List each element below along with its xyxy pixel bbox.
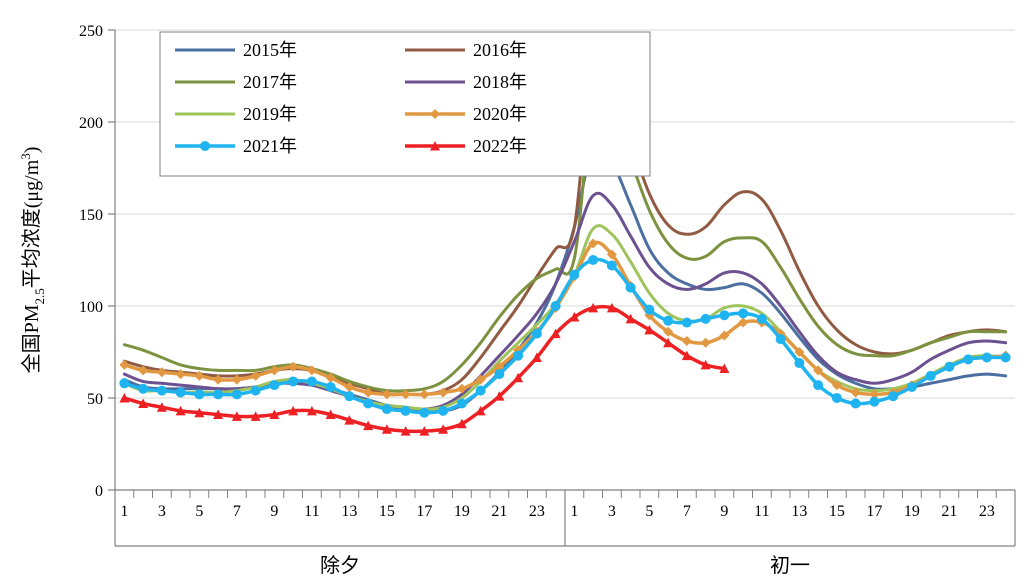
marker-circle [457, 399, 467, 409]
marker-circle [626, 283, 636, 293]
marker-circle [157, 386, 167, 396]
marker-circle [757, 314, 767, 324]
x-hour-label: 1 [120, 503, 128, 520]
x-hour-label: 19 [904, 503, 920, 520]
x-hour-label: 5 [645, 503, 653, 520]
x-hour-label: 7 [683, 503, 691, 520]
marker-circle [719, 310, 729, 320]
x-hour-label: 1 [570, 503, 578, 520]
y-tick-label: 250 [79, 23, 103, 40]
marker-circle [119, 378, 129, 388]
legend-label: 2016年 [473, 40, 527, 60]
marker-circle [176, 387, 186, 397]
x-hour-label: 17 [866, 503, 882, 520]
marker-circle [776, 334, 786, 344]
marker-circle [382, 404, 392, 414]
legend-label: 2019年 [243, 104, 297, 124]
marker-circle [138, 384, 148, 394]
marker-circle [269, 380, 279, 390]
marker-circle [213, 389, 223, 399]
x-hour-label: 15 [379, 503, 395, 520]
marker-circle [682, 318, 692, 328]
svg-text:全国PM2.5平均浓度(μg/m3): 全国PM2.5平均浓度(μg/m3) [18, 147, 47, 374]
pm25-hourly-line-chart: 0501001502002501357911131517192123135791… [0, 0, 1036, 586]
marker-circle [419, 408, 429, 418]
legend-label: 2018年 [473, 72, 527, 92]
marker-circle [494, 369, 504, 379]
marker-circle [982, 353, 992, 363]
marker-circle [832, 393, 842, 403]
marker-circle [251, 386, 261, 396]
marker-circle [701, 314, 711, 324]
y-tick-label: 50 [87, 391, 103, 408]
x-hour-label: 13 [341, 503, 357, 520]
legend-label: 2022年 [473, 136, 527, 156]
marker-circle [307, 376, 317, 386]
marker-circle [569, 270, 579, 280]
marker-circle [326, 382, 336, 392]
x-hour-label: 13 [791, 503, 807, 520]
x-hour-label: 21 [491, 503, 507, 520]
marker-circle [588, 255, 598, 265]
x-hour-label: 17 [416, 503, 432, 520]
marker-circle [644, 305, 654, 315]
marker-circle [944, 362, 954, 372]
marker-circle [869, 397, 879, 407]
marker-circle [926, 371, 936, 381]
x-hour-label: 19 [454, 503, 470, 520]
y-tick-label: 100 [79, 299, 103, 316]
marker-circle [851, 399, 861, 409]
y-tick-label: 0 [95, 483, 103, 500]
marker-circle [363, 399, 373, 409]
x-hour-label: 11 [754, 503, 769, 520]
x-hour-label: 7 [233, 503, 241, 520]
x-category-label: 除夕 [320, 554, 360, 577]
marker-circle [794, 358, 804, 368]
x-hour-label: 11 [304, 503, 319, 520]
marker-circle [194, 389, 204, 399]
marker-circle [476, 386, 486, 396]
legend-label: 2017年 [243, 72, 297, 92]
x-category-label: 初一 [770, 554, 810, 577]
legend-label: 2020年 [473, 104, 527, 124]
x-hour-label: 5 [195, 503, 203, 520]
marker-circle [438, 406, 448, 416]
marker-circle [401, 406, 411, 416]
marker-circle [813, 380, 823, 390]
x-hour-label: 23 [979, 503, 995, 520]
x-hour-label: 15 [829, 503, 845, 520]
marker-circle [663, 316, 673, 326]
marker-circle [532, 329, 542, 339]
x-hour-label: 9 [270, 503, 278, 520]
x-hour-label: 23 [529, 503, 545, 520]
marker-circle [907, 382, 917, 392]
marker-circle [200, 141, 210, 151]
legend-box [160, 32, 650, 176]
marker-circle [738, 308, 748, 318]
marker-circle [232, 389, 242, 399]
legend-label: 2015年 [243, 40, 297, 60]
marker-circle [607, 261, 617, 271]
marker-circle [963, 354, 973, 364]
legend-label: 2021年 [243, 136, 297, 156]
marker-circle [513, 351, 523, 361]
marker-circle [888, 391, 898, 401]
x-hour-label: 3 [608, 503, 616, 520]
marker-circle [288, 376, 298, 386]
marker-circle [551, 301, 561, 311]
marker-circle [344, 391, 354, 401]
x-hour-label: 9 [720, 503, 728, 520]
marker-circle [1001, 353, 1011, 363]
y-tick-label: 200 [79, 115, 103, 132]
y-axis-label: 全国PM2.5平均浓度(μg/m3) [18, 147, 47, 374]
y-tick-label: 150 [79, 207, 103, 224]
x-hour-label: 3 [158, 503, 166, 520]
x-hour-label: 21 [941, 503, 957, 520]
